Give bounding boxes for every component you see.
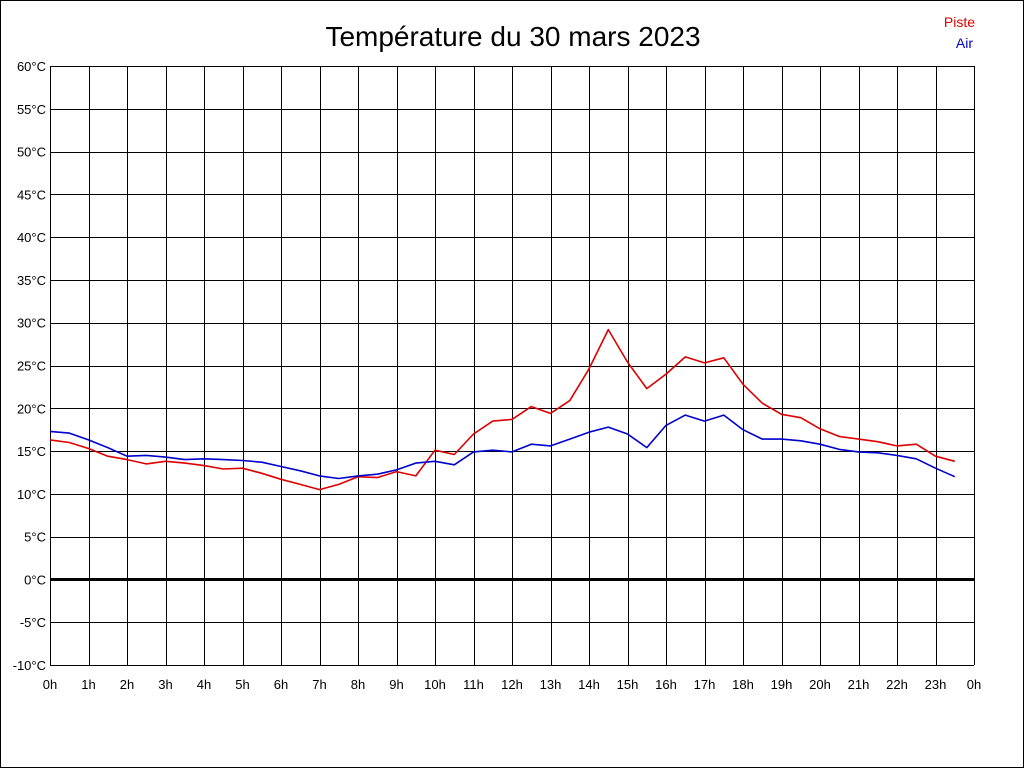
chart-title: Température du 30 mars 2023 [325, 21, 700, 52]
x-tick-label: 4h [197, 677, 211, 692]
x-tick-label: 8h [351, 677, 365, 692]
y-tick-label: -5°C [20, 615, 46, 630]
x-tick-label: 7h [312, 677, 326, 692]
x-tick-label: 9h [389, 677, 403, 692]
x-tick-label: 2h [120, 677, 134, 692]
x-tick-label: 10h [424, 677, 446, 692]
grid [50, 66, 975, 666]
y-tick-label: 35°C [17, 273, 46, 288]
y-tick-label: 45°C [17, 187, 46, 202]
x-tick-label: 22h [886, 677, 908, 692]
x-tick-label: 13h [540, 677, 562, 692]
x-tick-label: 21h [848, 677, 870, 692]
x-tick-label: 0h [43, 677, 57, 692]
series-line-piste [50, 330, 955, 490]
y-tick-label: 55°C [17, 102, 46, 117]
legend-piste: Piste [944, 14, 975, 30]
x-tick-label: 14h [578, 677, 600, 692]
x-tick-label: 20h [809, 677, 831, 692]
y-tick-label: -10°C [13, 658, 46, 673]
x-tick-label: 3h [158, 677, 172, 692]
x-tick-label: 1h [81, 677, 95, 692]
x-tick-label: 17h [694, 677, 716, 692]
y-tick-label: 30°C [17, 316, 46, 331]
x-tick-label: 16h [655, 677, 677, 692]
legend-air: Air [956, 35, 973, 51]
y-tick-label: 20°C [17, 401, 46, 416]
y-tick-label: 0°C [24, 572, 46, 587]
axis-ticks: 0h 1h 2h 3h 4h 5h 6h 7h 8h 9h 10h 11h 12h 13h 14h 15h 16… [13, 59, 982, 692]
y-tick-label: 50°C [17, 145, 46, 160]
series-line-air [50, 415, 955, 478]
x-tick-label: 0h [967, 677, 981, 692]
x-tick-label: 12h [501, 677, 523, 692]
y-tick-label: 5°C [24, 530, 46, 545]
x-tick-label: 19h [771, 677, 793, 692]
y-tick-label: 60°C [17, 59, 46, 74]
series-lines [50, 330, 955, 490]
y-tick-label: 10°C [17, 487, 46, 502]
x-tick-label: 23h [925, 677, 947, 692]
x-tick-label: 18h [732, 677, 754, 692]
y-tick-label: 40°C [17, 230, 46, 245]
x-tick-label: 11h [463, 677, 484, 692]
y-tick-label: 25°C [17, 359, 46, 374]
x-tick-label: 6h [274, 677, 288, 692]
x-tick-label: 5h [235, 677, 249, 692]
y-tick-label: 15°C [17, 444, 46, 459]
x-tick-label: 15h [617, 677, 639, 692]
